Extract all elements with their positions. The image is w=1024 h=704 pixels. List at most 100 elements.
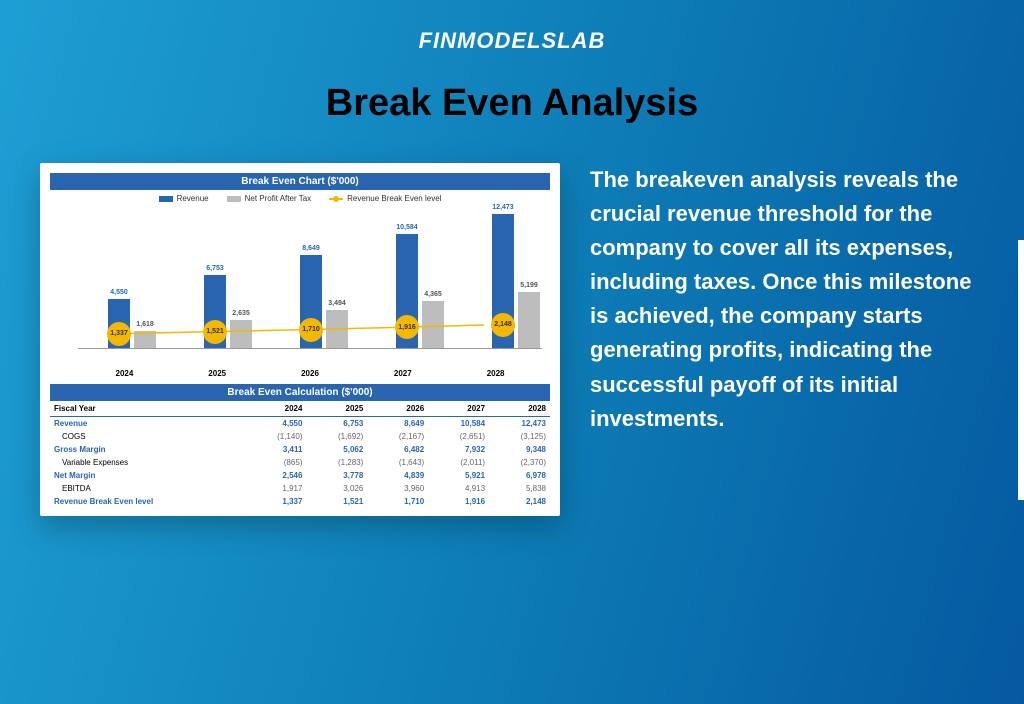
row-value: (2,651) [428, 430, 489, 443]
row-value: 7,932 [428, 443, 489, 456]
breakeven-marker: 1,337 [107, 322, 131, 346]
row-value: 9,348 [489, 443, 550, 456]
x-axis-label: 2027 [394, 369, 412, 378]
row-value: 10,584 [428, 417, 489, 431]
row-label: EBITDA [50, 482, 246, 495]
row-value: 1,916 [428, 495, 489, 508]
x-axis-label: 2028 [487, 369, 505, 378]
netprofit-bar: 4,365 [422, 301, 444, 348]
row-value: 6,978 [489, 469, 550, 482]
netprofit-bar-label: 4,365 [422, 291, 444, 298]
x-axis-label: 2024 [116, 369, 134, 378]
table-body: Revenue4,5506,7538,64910,58412,473COGS(1… [50, 417, 550, 509]
row-value: 1,337 [246, 495, 307, 508]
table-row: Gross Margin3,4115,0626,4827,9329,348 [50, 443, 550, 456]
netprofit-bar-label: 5,199 [518, 282, 540, 289]
legend-revenue: Revenue [159, 194, 209, 203]
revenue-bar-label: 8,649 [300, 245, 322, 252]
legend-netprofit: Net Profit After Tax [227, 194, 312, 203]
table-row: Revenue4,5506,7538,64910,58412,473 [50, 417, 550, 431]
row-value: 1,917 [246, 482, 307, 495]
chart-x-labels: 2024 2025 2026 2027 2028 [50, 365, 550, 378]
table-header-cell: 2025 [306, 401, 367, 417]
chart-title: Break Even Chart ($'000) [50, 173, 550, 190]
row-value: 1,710 [367, 495, 428, 508]
row-value: (865) [246, 456, 307, 469]
row-value: (2,011) [428, 456, 489, 469]
row-label: COGS [50, 430, 246, 443]
chart-plot: 4,550 1,6181,337 6,753 2,6351,521 8,649 3,494… [78, 209, 542, 349]
table-header-cell: 2028 [489, 401, 550, 417]
row-value: (2,167) [367, 430, 428, 443]
chart-area: 4,550 1,6181,337 6,753 2,6351,521 8,649 3,494… [50, 205, 550, 365]
row-value: 2,546 [246, 469, 307, 482]
page-title: Break Even Analysis [0, 82, 1024, 125]
row-value: 6,753 [306, 417, 367, 431]
row-value: 1,521 [306, 495, 367, 508]
row-value: 3,026 [306, 482, 367, 495]
row-label: Gross Margin [50, 443, 246, 456]
description-text: The breakeven analysis reveals the cruci… [590, 163, 984, 516]
row-value: (1,692) [306, 430, 367, 443]
row-value: 3,411 [246, 443, 307, 456]
row-label: Net Margin [50, 469, 246, 482]
decorative-edge [1018, 240, 1024, 500]
table-row: Revenue Break Even level1,3371,5211,7101… [50, 495, 550, 508]
row-value: 12,473 [489, 417, 550, 431]
row-value: 5,838 [489, 482, 550, 495]
table-header-cell: 2026 [367, 401, 428, 417]
table-header-cell: Fiscal Year [50, 401, 246, 417]
netprofit-bar: 5,199 [518, 292, 540, 348]
netprofit-bar-label: 2,635 [230, 310, 252, 317]
netprofit-bar: 3,494 [326, 310, 348, 348]
table-title: Break Even Calculation ($'000) [50, 384, 550, 401]
legend-breakeven-swatch [329, 198, 343, 200]
row-value: 5,921 [428, 469, 489, 482]
row-value: 4,913 [428, 482, 489, 495]
brand-logo: FINMODELSLAB [0, 0, 1024, 54]
revenue-bar-label: 12,473 [492, 204, 514, 211]
row-value: (1,643) [367, 456, 428, 469]
table-row: Net Margin2,5463,7784,8395,9216,978 [50, 469, 550, 482]
breakeven-marker: 1,710 [299, 318, 323, 342]
breakeven-marker: 2,148 [491, 313, 515, 337]
table-row: EBITDA1,9173,0263,9604,9135,838 [50, 482, 550, 495]
breakeven-marker: 1,521 [203, 320, 227, 344]
row-label: Revenue [50, 417, 246, 431]
row-value: 5,062 [306, 443, 367, 456]
row-value: (3,125) [489, 430, 550, 443]
table-header-cell: 2027 [428, 401, 489, 417]
legend-breakeven: Revenue Break Even level [329, 194, 441, 203]
legend-revenue-swatch [159, 196, 173, 202]
row-value: 3,778 [306, 469, 367, 482]
legend-revenue-label: Revenue [177, 194, 209, 203]
netprofit-bar-label: 3,494 [326, 300, 348, 307]
legend-breakeven-label: Revenue Break Even level [347, 194, 441, 203]
row-value: 2,148 [489, 495, 550, 508]
row-value: (1,140) [246, 430, 307, 443]
legend-netprofit-label: Net Profit After Tax [245, 194, 312, 203]
netprofit-bar: 2,635 [230, 320, 252, 348]
row-value: 4,550 [246, 417, 307, 431]
revenue-bar-label: 6,753 [204, 265, 226, 272]
table-row: Variable Expenses(865)(1,283)(1,643)(2,0… [50, 456, 550, 469]
x-axis-label: 2026 [301, 369, 319, 378]
netprofit-bar-label: 1,618 [134, 321, 156, 328]
netprofit-bar: 1,618 [134, 331, 156, 348]
table-header-cell: 2024 [246, 401, 307, 417]
row-value: (2,370) [489, 456, 550, 469]
revenue-bar-label: 4,550 [108, 289, 130, 296]
row-value: 8,649 [367, 417, 428, 431]
table-header-row: Fiscal Year20242025202620272028 [50, 401, 550, 417]
legend-netprofit-swatch [227, 196, 241, 202]
chart-legend: Revenue Net Profit After Tax Revenue Bre… [50, 190, 550, 205]
row-value: 3,960 [367, 482, 428, 495]
row-value: 4,839 [367, 469, 428, 482]
row-value: (1,283) [306, 456, 367, 469]
revenue-bar-label: 10,584 [396, 224, 418, 231]
row-label: Revenue Break Even level [50, 495, 246, 508]
content-row: Break Even Chart ($'000) Revenue Net Pro… [0, 125, 1024, 516]
x-axis-label: 2025 [208, 369, 226, 378]
breakeven-marker: 1,916 [395, 315, 419, 339]
breakeven-table: Fiscal Year20242025202620272028 Revenue4… [50, 401, 550, 508]
